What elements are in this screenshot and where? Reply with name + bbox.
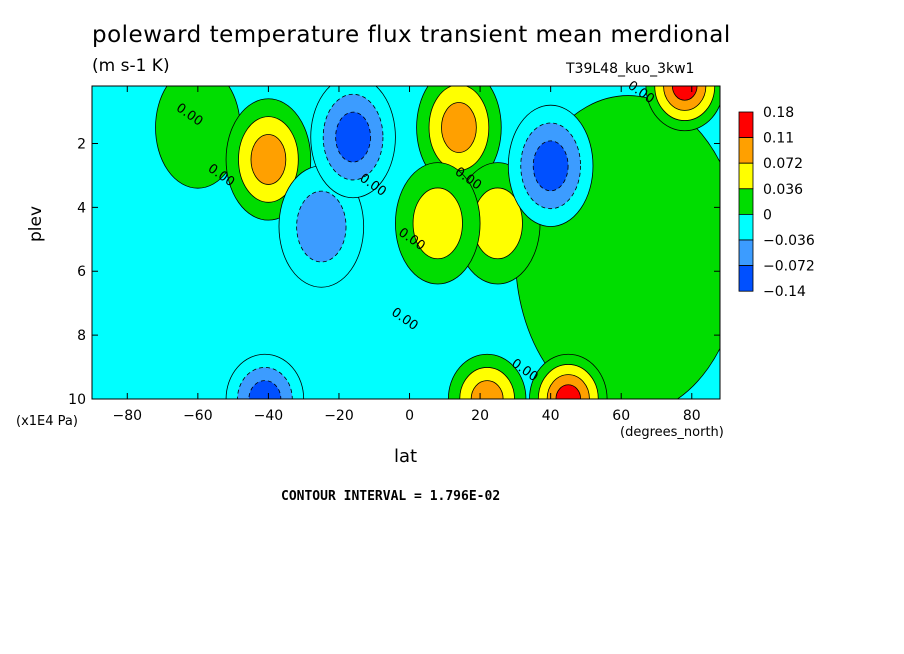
y-tick-label: 4 [77, 200, 86, 216]
colorbar-label: 0.18 [763, 105, 794, 121]
chart-units: (m s-1 K) [92, 56, 170, 76]
colorbar-swatch [738, 137, 754, 164]
colorbar-swatch [738, 111, 754, 139]
colorbar-label: 0.11 [763, 131, 794, 147]
y-tick-label: 8 [77, 328, 86, 344]
x-axis-label: lat [394, 446, 418, 467]
x-tick-label: 20 [471, 408, 489, 424]
plot-frame [91, 85, 721, 400]
y-tick-label: 10 [68, 392, 86, 408]
colorbar-label: −0.14 [763, 284, 806, 300]
field-region-min-15s-upper-ring-2 [335, 111, 371, 163]
colorbar-swatch [738, 162, 754, 190]
colorbar-swatch [738, 239, 754, 267]
y-axis-units: (x1E4 Pa) [16, 414, 78, 429]
field-region-min-40n-upper-ring-2 [532, 140, 569, 192]
colorbar-swatch [738, 213, 754, 241]
field-region-max-15n-upper-ring-2 [441, 102, 477, 153]
colorbar-label: −0.036 [763, 233, 815, 249]
field-region-max-8n-mid-ring-1 [412, 187, 463, 260]
x-tick-label: 40 [542, 408, 560, 424]
x-tick-label: −60 [183, 408, 213, 424]
contour-field [92, 86, 720, 399]
colorbar-label: 0.072 [763, 156, 803, 172]
x-tick-label: 60 [612, 408, 630, 424]
colorbar: 0.18 0.11 0.072 0.036 0 −0.036 −0.072 −0.14 [738, 105, 815, 300]
colorbar-swatch [738, 188, 754, 215]
x-tick-label: −20 [324, 408, 354, 424]
x-tick-label: 0 [405, 408, 414, 424]
field-region-min-20s-mid-ring-1 [296, 190, 347, 263]
x-tick-label: −80 [113, 408, 143, 424]
contour-interval-text: CONTOUR INTERVAL = 1.796E-02 [281, 489, 501, 504]
axes: −80 −60 −40 −20 0 20 40 60 80 2 4 6 8 10 [68, 86, 720, 424]
x-axis-units: (degrees_north) [620, 425, 724, 440]
y-tick-label: 2 [77, 136, 86, 152]
y-tick-label: 6 [77, 264, 86, 280]
field-region-max-45n-surface-ring-3 [555, 384, 582, 399]
colorbar-swatch [738, 265, 754, 292]
field-region-max-40s-upper-ring-2 [250, 134, 287, 185]
colorbar-label: 0.036 [763, 182, 803, 198]
chart-title: poleward temperature flux transient mean… [92, 22, 731, 48]
x-tick-label: 80 [683, 408, 701, 424]
run-label: T39L48_kuo_3kw1 [566, 61, 695, 77]
colorbar-label: 0 [763, 207, 772, 223]
colorbar-label: −0.072 [763, 259, 815, 275]
x-tick-label: −40 [254, 408, 284, 424]
